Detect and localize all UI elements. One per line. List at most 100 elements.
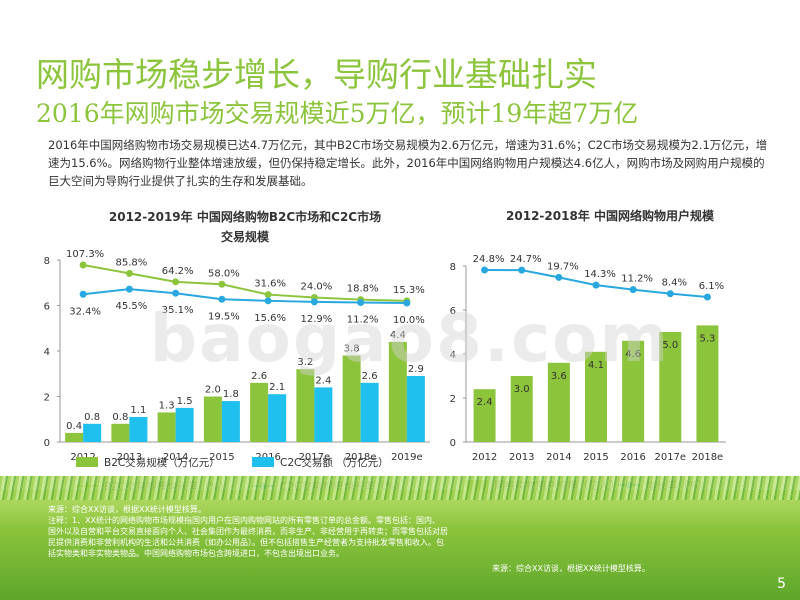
chart2-bar-users-label: 4.1 [588,360,604,371]
chart1-bar-b2c-label: 0.8 [112,412,128,423]
chart1-line-c2c-growth [83,288,407,304]
chart2-point-growth-label: 6.1% [699,281,724,292]
chart1-bar-c2c-label: 1.5 [177,396,193,407]
chart1-bar-c2c [360,382,379,442]
chart2-point-growth [666,290,674,298]
chart1-legend-label: C2C交易额 （万亿元） [280,456,389,469]
chart2-ytick-label: 2 [450,394,456,405]
chart2-point-growth [629,286,637,294]
chart1-xtick-label: 2017e [299,452,331,463]
chart2-ytick-label: 6 [450,306,456,317]
chart1-xtick-label: 2015 [209,452,234,463]
watermark: baogao8.com [149,300,671,377]
chart1-bar-c2c-label: 2.1 [269,382,285,393]
chart1-bar-b2c-label: 3.2 [297,357,313,368]
chart1-point-c2c-growth-label: 12.9% [300,314,332,325]
chart1-bar-c2c [268,394,287,442]
chart2-xtick-label: 2012 [472,452,497,463]
chart2-bar-users [473,389,496,442]
chart1-point-b2c-growth [79,261,87,269]
chart1-bar-b2c-label: 4.4 [390,330,406,341]
chart1-legend-label: B2C交易规模（万亿元） [104,456,220,469]
chart2-point-growth [555,273,563,281]
chart1-point-b2c-growth [264,291,272,299]
page-number: 5 [777,576,786,592]
chart1-title: 2012-2019年 中国网络购物B2C市场和C2C市场 交易规模 [90,207,400,247]
chart1-bar-b2c-label: 1.3 [159,400,175,411]
chart2-point-growth [518,266,526,274]
chart2-bar-users [622,340,645,442]
chart2-bar-users [510,376,533,442]
chart1-point-b2c-growth-label: 107.3% [66,249,104,260]
chart2-xtick-label: 2015 [583,452,608,463]
chart1-ytick-label: 6 [44,302,50,313]
chart1-xtick-label: 2014 [163,452,188,463]
chart1-bar-b2c [388,341,407,442]
chart1-bar-b2c [111,423,130,442]
chart1-bar-b2c-label: 3.8 [344,344,360,355]
chart1-bar-b2c [250,382,269,442]
chart2-point-growth [592,281,600,289]
page-title: 网购市场稳步增长，导购行业基础扎实 [36,55,597,94]
chart2-xtick-label: 2017e [654,452,686,463]
chart1-bar-b2c [342,355,361,442]
chart2-point-growth-label: 8.4% [662,278,687,289]
chart2-bar-users-label: 3.6 [551,371,567,382]
chart1-point-b2c-growth-label: 24.0% [300,282,332,293]
chart1-bar-c2c-label: 1.1 [130,405,146,416]
chart2-bar-users-label: 3.0 [514,384,530,395]
chart1-bar-b2c-label: 2.0 [205,385,221,396]
chart1-point-b2c-growth-label: 15.3% [393,285,425,296]
chart1-source-note: 来源：综合XX访谈，根据XX统计模型核算。 注释：1、XX统计的网络购物市场规模… [48,505,448,558]
chart1-bar-c2c [314,387,333,442]
chart1-title-line1: 2012-2019年 中国网络购物B2C市场和C2C市场 [108,210,382,224]
chart2-xtick-label: 2016 [620,452,645,463]
chart1-bar-c2c [221,401,240,442]
chart1-title-line2: 交易规模 [220,230,269,244]
chart1-bar-c2c-label: 2.9 [408,364,424,375]
chart1-point-b2c-growth [172,278,180,286]
chart1-point-c2c-growth-label: 11.2% [347,315,379,326]
chart2-bar-users-label: 2.4 [477,397,493,408]
intro-paragraph: 2016年中国网络购物市场交易规模已达4.7万亿元，其中B2C市场交易规模为2.… [48,138,768,188]
chart2-point-growth-label: 24.8% [473,254,505,265]
chart2-point-growth-label: 14.3% [584,269,616,280]
chart2-title: 2012-2018年 中国网络购物用户规模 [506,209,714,223]
chart2-xtick-label: 2014 [546,452,571,463]
chart1-bar-b2c-label: 2.6 [251,371,267,382]
chart1-bar-c2c [129,416,148,442]
chart1-line-b2c-growth [82,264,407,302]
chart1-point-c2c-growth [172,289,180,297]
chart1-bar-c2c-label: 2.6 [362,371,378,382]
chart2-bar-users-label: 5.0 [662,340,678,351]
chart2-bar-users [585,351,607,442]
chart2-bar-users [659,332,682,442]
chart2-ytick-label: 4 [450,350,456,361]
grass-decoration [0,476,800,600]
chart1-point-c2c-growth [403,299,411,307]
chart1-ytick-label: 8 [44,256,50,267]
chart2-point-growth-label: 11.2% [621,274,653,285]
chart1-bar-b2c [296,369,315,442]
chart1-point-c2c-growth-label: 32.4% [69,306,101,317]
page-subtitle: 2016年网购市场交易规模近5万亿，预计19年超7万亿 [36,99,639,128]
chart2-ytick-label: 8 [450,262,456,273]
chart2-ytick-label: 0 [450,438,456,449]
chart1-point-c2c-growth [125,285,133,293]
chart1-bar-c2c-label: 0.8 [84,412,100,423]
chart2-bar-users-label: 5.3 [699,333,715,344]
chart1-point-c2c-growth [357,299,365,307]
chart1-bar-c2c [83,423,102,442]
chart2-xtick-label: 2018e [692,452,724,463]
chart1-point-c2c-growth [218,295,226,303]
chart1-bar-c2c-label: 1.8 [223,389,239,400]
chart1-bar-c2c [175,407,194,442]
chart1-bar-b2c-label: 0.4 [66,421,82,432]
chart2-bar-users [696,325,719,442]
chart1-point-b2c-growth [218,280,226,288]
chart1-bar-b2c [65,432,84,442]
chart1-ytick-label: 4 [44,347,50,358]
chart1-point-b2c-growth [125,269,133,277]
chart1-point-b2c-growth-label: 31.6% [254,279,286,290]
chart1-ytick-label: 2 [44,393,50,404]
